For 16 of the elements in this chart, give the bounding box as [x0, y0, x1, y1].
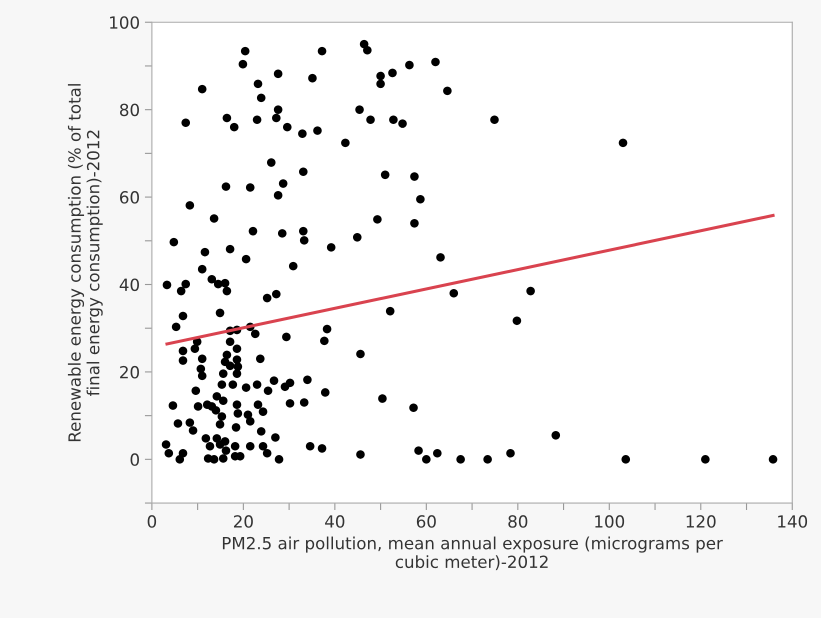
y-tick-label: 40 — [120, 278, 139, 292]
y-tick-label: 100 — [110, 16, 139, 29]
x-tick-label: 80 — [508, 515, 528, 528]
x-axis-title: PM2.5 air pollution, mean annual exposure (micrograms per cubic meter)-2012 — [222, 536, 723, 570]
y-tick-label: 60 — [120, 191, 139, 204]
y-axis-title: Renewable energy consumption (% of total final energy consumption)-2012 — [68, 84, 103, 442]
x-tick-label: 20 — [234, 515, 253, 528]
x-tick-label: 100 — [595, 515, 624, 528]
x-tick-label: 40 — [325, 515, 344, 528]
x-tick-label: 0 — [148, 515, 156, 528]
y-tick-label: 0 — [130, 453, 139, 466]
x-tick-label: 120 — [686, 515, 716, 528]
y-tick-label: 80 — [120, 104, 139, 116]
y-tick-label: 20 — [120, 366, 139, 378]
x-tick-label: 60 — [416, 515, 436, 528]
x-tick-label: 140 — [778, 515, 808, 528]
